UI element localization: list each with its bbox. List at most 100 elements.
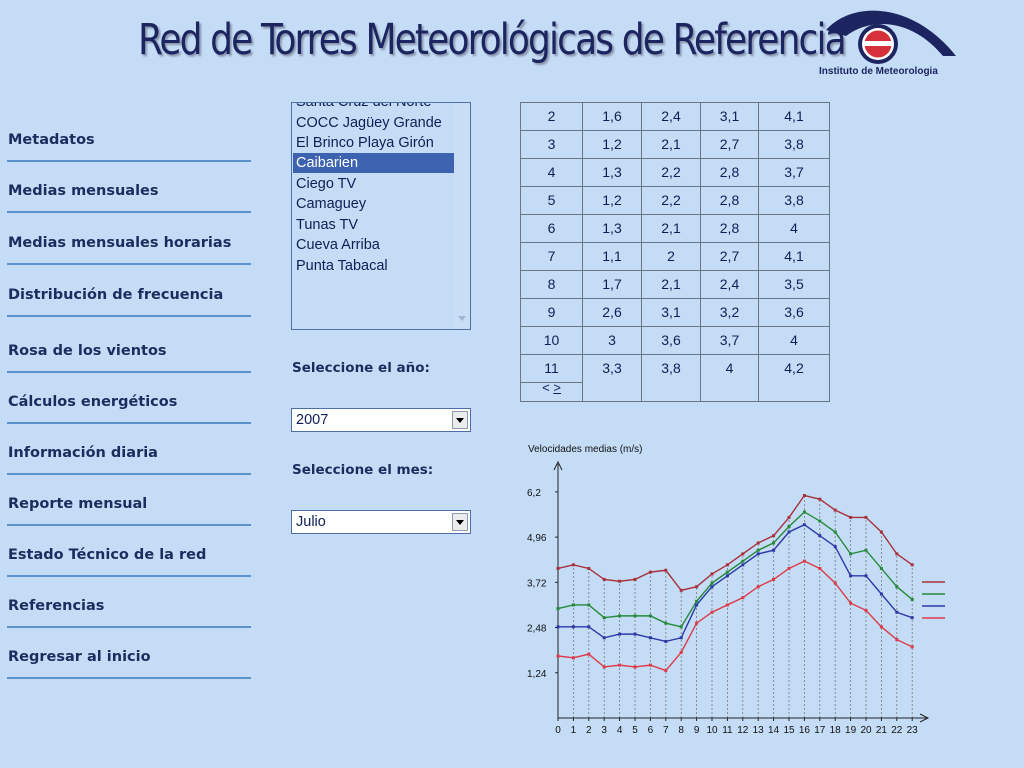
nav-item-estado-tecnico[interactable]: Estado Técnico de la red [7,527,251,577]
data-point [895,638,899,642]
nav-item-label[interactable]: Regresar al inicio [8,649,151,665]
data-point [879,566,883,570]
nav-item-label[interactable]: Cálculos energéticos [8,394,178,410]
table-cell: 2,2 [642,159,701,187]
nav-item-label[interactable]: Reporte mensual [8,496,148,512]
y-axis-arrow-icon [553,460,563,471]
wind-speed-chart: Velocidades medias (m/s) 1,24 2,48 3,72 4,9… [527,444,945,736]
nav-item-label[interactable]: Medias mensuales horarias [8,235,232,251]
series-line [557,511,913,628]
chevron-down-icon[interactable] [452,513,468,531]
table-cell: 3,1 [701,103,759,131]
data-point [710,581,714,585]
table-cell: 4 [701,355,759,401]
nav-item-medias-mensuales-horarias[interactable]: Medias mensuales horarias [7,215,251,265]
x-tick-label: 20 [860,725,872,736]
table-cell: 2,8 [701,187,759,215]
chevron-down-icon[interactable] [452,411,468,429]
pager-next-link[interactable]: > [553,380,561,395]
data-point [679,650,683,654]
x-tick-label: 5 [632,725,638,736]
pager-prev-link[interactable]: < [542,380,550,395]
data-point [710,610,714,614]
data-point [648,663,652,667]
table-cell: 2,8 [701,159,759,187]
table-cell: 2,8 [701,215,759,243]
year-select[interactable]: 2007 [291,408,471,432]
nav-item-medias-mensuales[interactable]: Medias mensuales [7,163,251,213]
data-point [695,621,699,625]
station-option[interactable]: El Brinco Playa Girón [296,135,434,151]
y-tick-label: 4,96 [527,533,547,544]
data-point [571,656,575,660]
y-tick-label: 3,72 [527,578,547,589]
chart-title: Velocidades medias (m/s) [528,444,643,455]
data-point [833,581,837,585]
data-point [802,510,806,514]
station-listbox[interactable]: Santa Cruz del Norte COCC Jagüey Grande … [291,102,471,330]
table-cell: 2,1 [642,215,701,243]
table-cell: 3,3 [583,355,642,401]
month-select-label: Seleccione el mes: [292,462,434,478]
nav-item-label[interactable]: Metadatos [8,132,95,148]
nav-item-label[interactable]: Información diaria [8,445,158,461]
table-cell: 3 [583,327,642,355]
nav-item-informacion-diaria[interactable]: Información diaria [7,425,251,475]
nav-item-calculos-energeticos[interactable]: Cálculos energéticos [7,374,251,424]
data-point [879,625,883,629]
data-point [587,652,591,656]
data-point [910,597,914,601]
data-point [633,614,637,618]
station-option[interactable]: Punta Tabacal [296,258,388,274]
x-tick-label: 19 [845,725,857,736]
x-axis-arrow-icon [919,713,930,723]
station-option[interactable]: Santa Cruz del Norte [296,102,432,110]
data-point [802,523,806,527]
data-point [864,574,868,578]
data-point [695,585,699,589]
data-point [725,570,729,574]
data-point [818,534,822,538]
station-option[interactable]: Ciego TV [296,176,357,192]
station-option[interactable]: COCC Jagüey Grande [296,115,442,131]
nav-item-reporte-mensual[interactable]: Reporte mensual [7,476,251,526]
x-tick-label: 22 [891,725,903,736]
data-point [787,525,791,529]
station-option-selected[interactable]: Caibarien [293,153,454,173]
nav-item-label[interactable]: Referencias [8,598,105,614]
data-point [833,530,837,534]
nav-item-label[interactable]: Estado Técnico de la red [8,547,207,563]
institute-logo[interactable]: Instituto de Meteorologia [818,8,968,82]
nav-item-referencias[interactable]: Referencias [7,578,251,628]
data-point [864,515,868,519]
hourly-data-table: < > 2 1,6 2,4 3,1 4,1 3 1,2 2,1 2,7 3,8 4 1,3 2,2 2,8… [520,102,830,402]
data-point [741,596,745,600]
data-point [648,636,652,640]
station-option[interactable]: Camaguey [296,196,367,212]
nav-item-rosa-vientos[interactable]: Rosa de los vientos [7,323,251,373]
nav-item-label[interactable]: Rosa de los vientos [8,343,167,359]
data-point [741,552,745,556]
nav-item-metadatos[interactable]: Metadatos [7,112,251,162]
nav-item-distribucion-frecuencia[interactable]: Distribución de frecuencia [7,267,251,317]
station-option[interactable]: Cueva Arriba [296,237,380,253]
x-tick-label: 4 [617,725,623,736]
year-select-label: Seleccione el año: [292,360,430,376]
table-cell-hour: 7 [521,243,583,271]
table-cell: 3,1 [642,299,701,327]
nav-item-regresar-inicio[interactable]: Regresar al inicio [7,629,251,679]
month-select-value: Julio [296,514,326,530]
data-point [849,601,853,605]
data-point [833,545,837,549]
month-select[interactable]: Julio [291,510,471,534]
station-option[interactable]: Tunas TV [296,217,359,233]
table-cell: 2,4 [701,271,759,299]
x-tick-label: 13 [753,725,765,736]
institute-logo-icon [826,10,956,64]
data-point [664,621,668,625]
listbox-scrollbar[interactable] [454,103,470,329]
nav-item-label[interactable]: Distribución de frecuencia [8,287,224,303]
data-point [571,603,575,607]
nav-item-label[interactable]: Medias mensuales [8,183,159,199]
data-point [556,654,560,658]
